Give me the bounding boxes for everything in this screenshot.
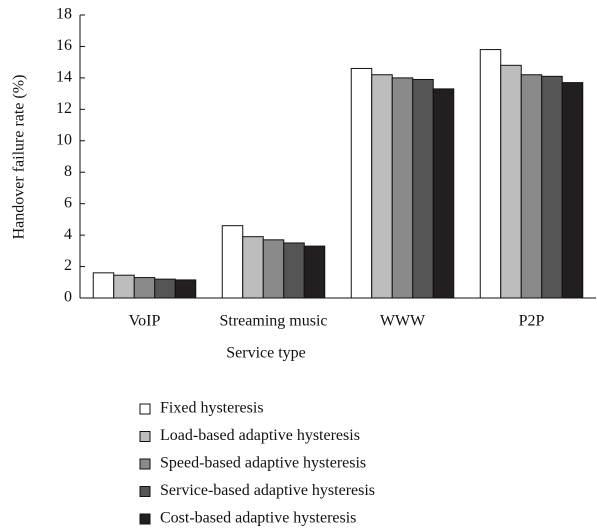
legend-label: Speed-based adaptive hysteresis [160, 455, 366, 472]
bar [561, 82, 584, 299]
bar [242, 236, 264, 299]
legend-label: Service-based adaptive hysteresis [160, 482, 375, 499]
bar [432, 88, 455, 299]
legend-swatch [139, 486, 151, 497]
x-tick-label: WWW [380, 313, 426, 330]
y-tick-label: 2 [64, 257, 72, 274]
bar [262, 239, 285, 299]
y-tick-label: 14 [56, 69, 72, 86]
legend-label: Cost-based adaptive hysteresis [160, 510, 356, 527]
bar [221, 225, 244, 299]
legend-swatch [139, 458, 151, 470]
legend-swatch [139, 431, 151, 442]
x-tick-label: P2P [519, 313, 545, 330]
bar [479, 49, 502, 299]
bar [412, 78, 434, 299]
bar [113, 274, 135, 299]
legend-swatch [139, 403, 151, 415]
legend-label: Load-based adaptive hysteresis [160, 427, 360, 444]
x-tick-label: VoIP [129, 313, 161, 330]
y-tick-label: 6 [64, 194, 72, 211]
y-tick-label: 12 [56, 100, 72, 117]
y-tick-label: 18 [56, 6, 72, 23]
y-tick-label: 8 [64, 163, 72, 180]
bar [92, 272, 115, 299]
bar [174, 279, 197, 299]
legend-swatch [139, 513, 151, 525]
bar [541, 75, 563, 299]
bar [520, 74, 543, 299]
y-tick-label: 4 [64, 226, 72, 243]
y-axis-label: Handover failure rate (%) [11, 75, 28, 240]
bar [283, 242, 305, 299]
legend-label: Fixed hysteresis [160, 400, 264, 417]
y-tick-label: 10 [56, 131, 72, 148]
bar [350, 67, 373, 299]
x-axis-label: Service type [226, 345, 306, 362]
x-tick-label: Streaming music [220, 313, 328, 330]
bar [500, 64, 522, 299]
bar [391, 77, 414, 299]
y-tick-label: 16 [56, 37, 72, 54]
bar [133, 277, 156, 299]
bar [303, 245, 326, 299]
bar [371, 74, 393, 299]
bar [154, 278, 176, 299]
y-tick-label: 0 [64, 289, 72, 306]
